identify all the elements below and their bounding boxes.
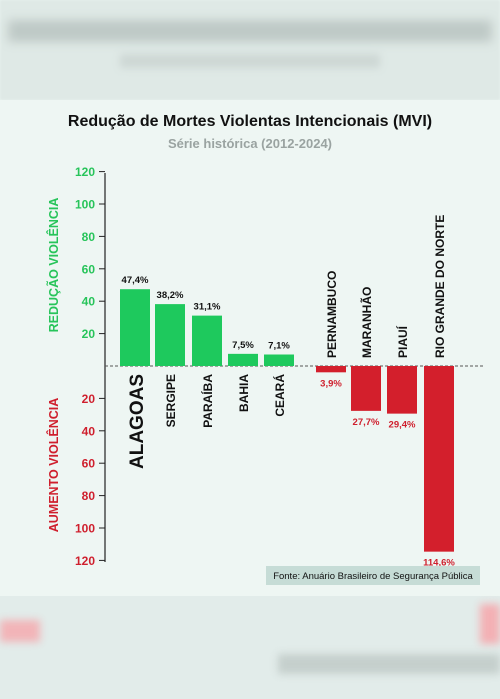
blurred-red-element bbox=[0, 620, 40, 642]
category-label: RIO GRANDE DO NORTE bbox=[433, 215, 447, 358]
y-tick-label: 120 bbox=[75, 165, 95, 179]
bar-cear- bbox=[264, 354, 294, 366]
category-label: CEARÁ bbox=[272, 374, 287, 417]
bar-piau- bbox=[387, 366, 417, 414]
category-label: PERNAMBUCO bbox=[325, 271, 339, 358]
chart-title: Redução de Mortes Violentas Intencionais… bbox=[68, 113, 432, 130]
bar-pernambuco bbox=[316, 366, 346, 373]
y-tick-label: 100 bbox=[75, 522, 95, 536]
bar-value-label: 27,7% bbox=[353, 417, 380, 428]
bar-value-label: 47,4% bbox=[122, 275, 149, 286]
bar-value-label: 31,1% bbox=[194, 302, 221, 313]
category-label: ALAGOAS bbox=[127, 374, 148, 469]
y-tick-label: 80 bbox=[82, 489, 96, 503]
blurred-headline bbox=[8, 20, 492, 42]
y-tick-label: 120 bbox=[75, 554, 95, 568]
category-label: PARAÍBA bbox=[200, 374, 215, 428]
blurred-footer-text bbox=[278, 654, 500, 674]
source-text: Fonte: Anuário Brasileiro de Segurança P… bbox=[273, 571, 473, 582]
bar-alagoas bbox=[120, 289, 150, 366]
bar-maranh-o bbox=[351, 366, 381, 411]
blurred-header-background bbox=[0, 0, 500, 100]
bar-value-label: 38,2% bbox=[157, 290, 184, 301]
y-tick-label: 60 bbox=[82, 457, 96, 471]
bar-value-label: 7,1% bbox=[268, 340, 290, 351]
bar-value-label: 29,4% bbox=[389, 420, 416, 431]
bar-rio-grande-do-norte bbox=[424, 366, 454, 552]
y-ticks: 120 100 80 60 40 20 20 40 60 80 100 120 bbox=[75, 165, 105, 568]
y-tick-label: 40 bbox=[82, 295, 96, 309]
y-tick-label: 40 bbox=[82, 424, 96, 438]
bar-value-label: 114,6% bbox=[423, 558, 455, 569]
bar-value-label: 3,9% bbox=[320, 378, 342, 389]
category-label: MARANHÃO bbox=[359, 287, 374, 358]
category-label: PIAUÍ bbox=[395, 325, 410, 358]
source-box bbox=[266, 566, 480, 585]
bar-sergipe bbox=[155, 304, 185, 366]
blurred-footer-background bbox=[0, 596, 500, 699]
chart-subtitle: Série histórica (2012-2024) bbox=[168, 136, 332, 151]
chart-card bbox=[0, 100, 500, 596]
category-label: SERGIPE bbox=[164, 374, 178, 427]
y-tick-label: 100 bbox=[75, 198, 95, 212]
bar-para-ba bbox=[192, 315, 222, 366]
y-tick-label: 20 bbox=[82, 327, 96, 341]
blurred-subheadline bbox=[120, 54, 380, 68]
bar-bahia bbox=[228, 353, 258, 366]
blurred-red-element-right bbox=[480, 604, 500, 644]
category-label: BAHIA bbox=[237, 374, 251, 412]
y-tick-label: 80 bbox=[82, 230, 96, 244]
ylabel-bottom: AUMENTO VIOLÊNCIA bbox=[46, 398, 61, 533]
bar-value-label: 7,5% bbox=[232, 340, 254, 351]
y-tick-label: 20 bbox=[82, 392, 96, 406]
ylabel-top: REDUÇÃO VIOLÊNCIA bbox=[46, 198, 61, 333]
y-tick-label: 60 bbox=[82, 262, 96, 276]
bars: 47,4% ALAGOAS 38,2% SERGIPE 31,1% PARAÍBA 7,5%… bbox=[120, 215, 455, 569]
